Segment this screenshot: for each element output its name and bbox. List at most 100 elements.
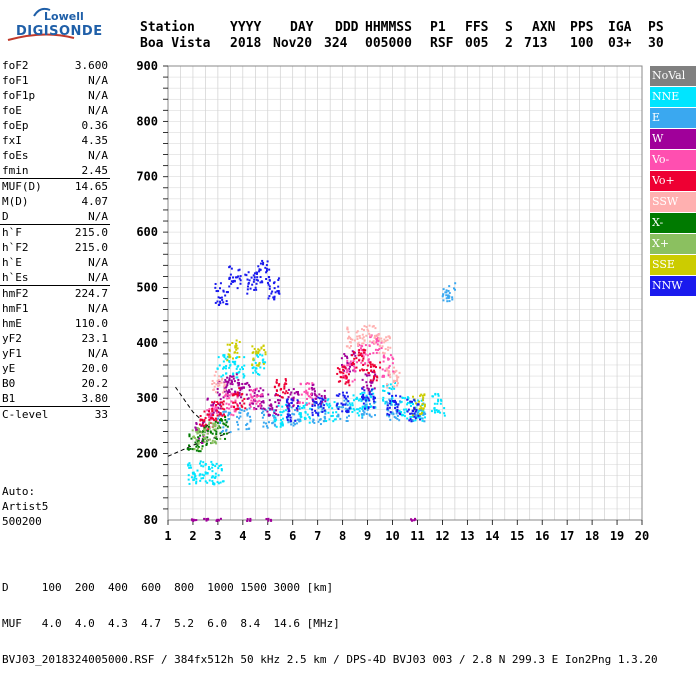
data-point-e bbox=[261, 416, 264, 419]
data-point-sse bbox=[264, 351, 267, 354]
data-point-ssw bbox=[376, 334, 379, 337]
data-point-e bbox=[294, 409, 297, 412]
data-point-w bbox=[253, 407, 256, 410]
data-point-vo bbox=[372, 352, 375, 355]
data-point-nne bbox=[308, 416, 311, 419]
data-point-nne bbox=[348, 402, 351, 405]
data-point-nne bbox=[407, 396, 410, 399]
data-point-x bbox=[206, 432, 209, 435]
data-point-vo bbox=[219, 412, 222, 415]
data-point-vo bbox=[230, 392, 233, 395]
data-point-nne bbox=[369, 406, 372, 409]
data-point-w bbox=[235, 373, 238, 376]
data-point-nne bbox=[190, 476, 193, 479]
data-point-w bbox=[230, 379, 233, 382]
data-point-vo bbox=[278, 383, 281, 386]
data-point-w bbox=[260, 400, 263, 403]
param-row: h`F2 215.0 bbox=[0, 240, 110, 255]
data-point-vo bbox=[387, 373, 390, 376]
data-point-nnw bbox=[337, 408, 340, 411]
data-point-x bbox=[219, 426, 222, 429]
param-name: foF1p bbox=[2, 89, 36, 102]
data-point-nne bbox=[232, 372, 235, 375]
data-point-nnw bbox=[287, 410, 290, 413]
data-point-vo bbox=[202, 425, 205, 428]
data-point-nne bbox=[361, 391, 364, 394]
data-point-nnw bbox=[394, 394, 397, 397]
data-point-w bbox=[323, 396, 326, 399]
data-point-ssw bbox=[398, 371, 401, 374]
data-point-e bbox=[347, 414, 350, 417]
data-point-ssw bbox=[362, 336, 365, 339]
data-point-ssw bbox=[397, 376, 400, 379]
data-point-vo bbox=[370, 369, 373, 372]
data-point-ssw bbox=[218, 384, 221, 387]
data-point-nne bbox=[232, 373, 235, 376]
data-point-sse bbox=[228, 343, 231, 346]
data-point-nnw bbox=[413, 406, 416, 409]
data-point-e bbox=[292, 424, 295, 427]
data-point-nnw bbox=[367, 407, 370, 410]
data-point-ssw bbox=[389, 346, 392, 349]
data-point-ssw bbox=[383, 341, 386, 344]
data-point-nnw bbox=[249, 287, 252, 290]
x-tick-label: 17 bbox=[560, 529, 574, 543]
data-point-nne bbox=[435, 409, 438, 412]
param-value: N/A bbox=[88, 210, 108, 223]
data-point-ssw bbox=[371, 325, 374, 328]
data-point-e bbox=[273, 423, 276, 426]
data-point-vo bbox=[199, 415, 202, 418]
data-point-vo bbox=[373, 375, 376, 378]
data-point-e bbox=[345, 419, 348, 422]
data-point-vo bbox=[353, 370, 356, 373]
data-point-nnw bbox=[372, 398, 375, 401]
data-point-ssw bbox=[353, 339, 356, 342]
data-point-sse bbox=[421, 394, 424, 397]
data-point-nnw bbox=[253, 288, 256, 291]
data-point-sse bbox=[257, 364, 260, 367]
data-point-x bbox=[206, 436, 209, 439]
data-point-vo bbox=[213, 408, 216, 411]
data-point-e bbox=[442, 293, 445, 296]
data-point-vo bbox=[208, 410, 211, 413]
auto-code: 500200 bbox=[2, 515, 42, 528]
legend-item-e: E bbox=[650, 108, 696, 129]
data-point-vo bbox=[227, 403, 230, 406]
data-point-nne bbox=[303, 406, 306, 409]
param-name: C-level bbox=[2, 408, 49, 421]
data-point-e bbox=[318, 418, 321, 421]
data-point-sse bbox=[422, 396, 425, 399]
data-point-nne bbox=[228, 366, 231, 369]
data-point-nne bbox=[256, 354, 259, 357]
data-point-e bbox=[299, 418, 302, 421]
data-point-nne bbox=[259, 353, 262, 356]
data-point-nne bbox=[436, 402, 439, 405]
data-point-nnw bbox=[407, 408, 410, 411]
data-point-nne bbox=[212, 463, 215, 466]
data-point-w bbox=[238, 394, 241, 397]
data-point-x bbox=[198, 427, 201, 430]
data-point-e bbox=[228, 417, 231, 420]
header-value-10: 03+ bbox=[608, 36, 632, 51]
data-point-nne bbox=[189, 466, 192, 469]
data-point-vo bbox=[352, 361, 355, 364]
data-point-sse bbox=[252, 358, 255, 361]
data-point-vo bbox=[232, 394, 235, 397]
data-point-vo bbox=[224, 394, 227, 397]
data-point-nne bbox=[391, 385, 394, 388]
data-point-vo bbox=[221, 414, 224, 417]
data-point-x bbox=[197, 447, 200, 450]
data-point-nne bbox=[242, 368, 245, 371]
data-point-ssw bbox=[378, 352, 381, 355]
data-point-vo bbox=[342, 368, 345, 371]
data-point-nnw bbox=[409, 412, 412, 415]
data-point-vo bbox=[241, 399, 244, 402]
data-point-vo bbox=[347, 379, 350, 382]
data-point-x bbox=[200, 431, 203, 434]
data-point-ssw bbox=[217, 378, 220, 381]
data-point-nne bbox=[220, 464, 223, 467]
data-point-e bbox=[319, 418, 322, 421]
data-point-w bbox=[205, 519, 208, 522]
data-point-nnw bbox=[366, 396, 369, 399]
data-point-e bbox=[446, 300, 449, 303]
